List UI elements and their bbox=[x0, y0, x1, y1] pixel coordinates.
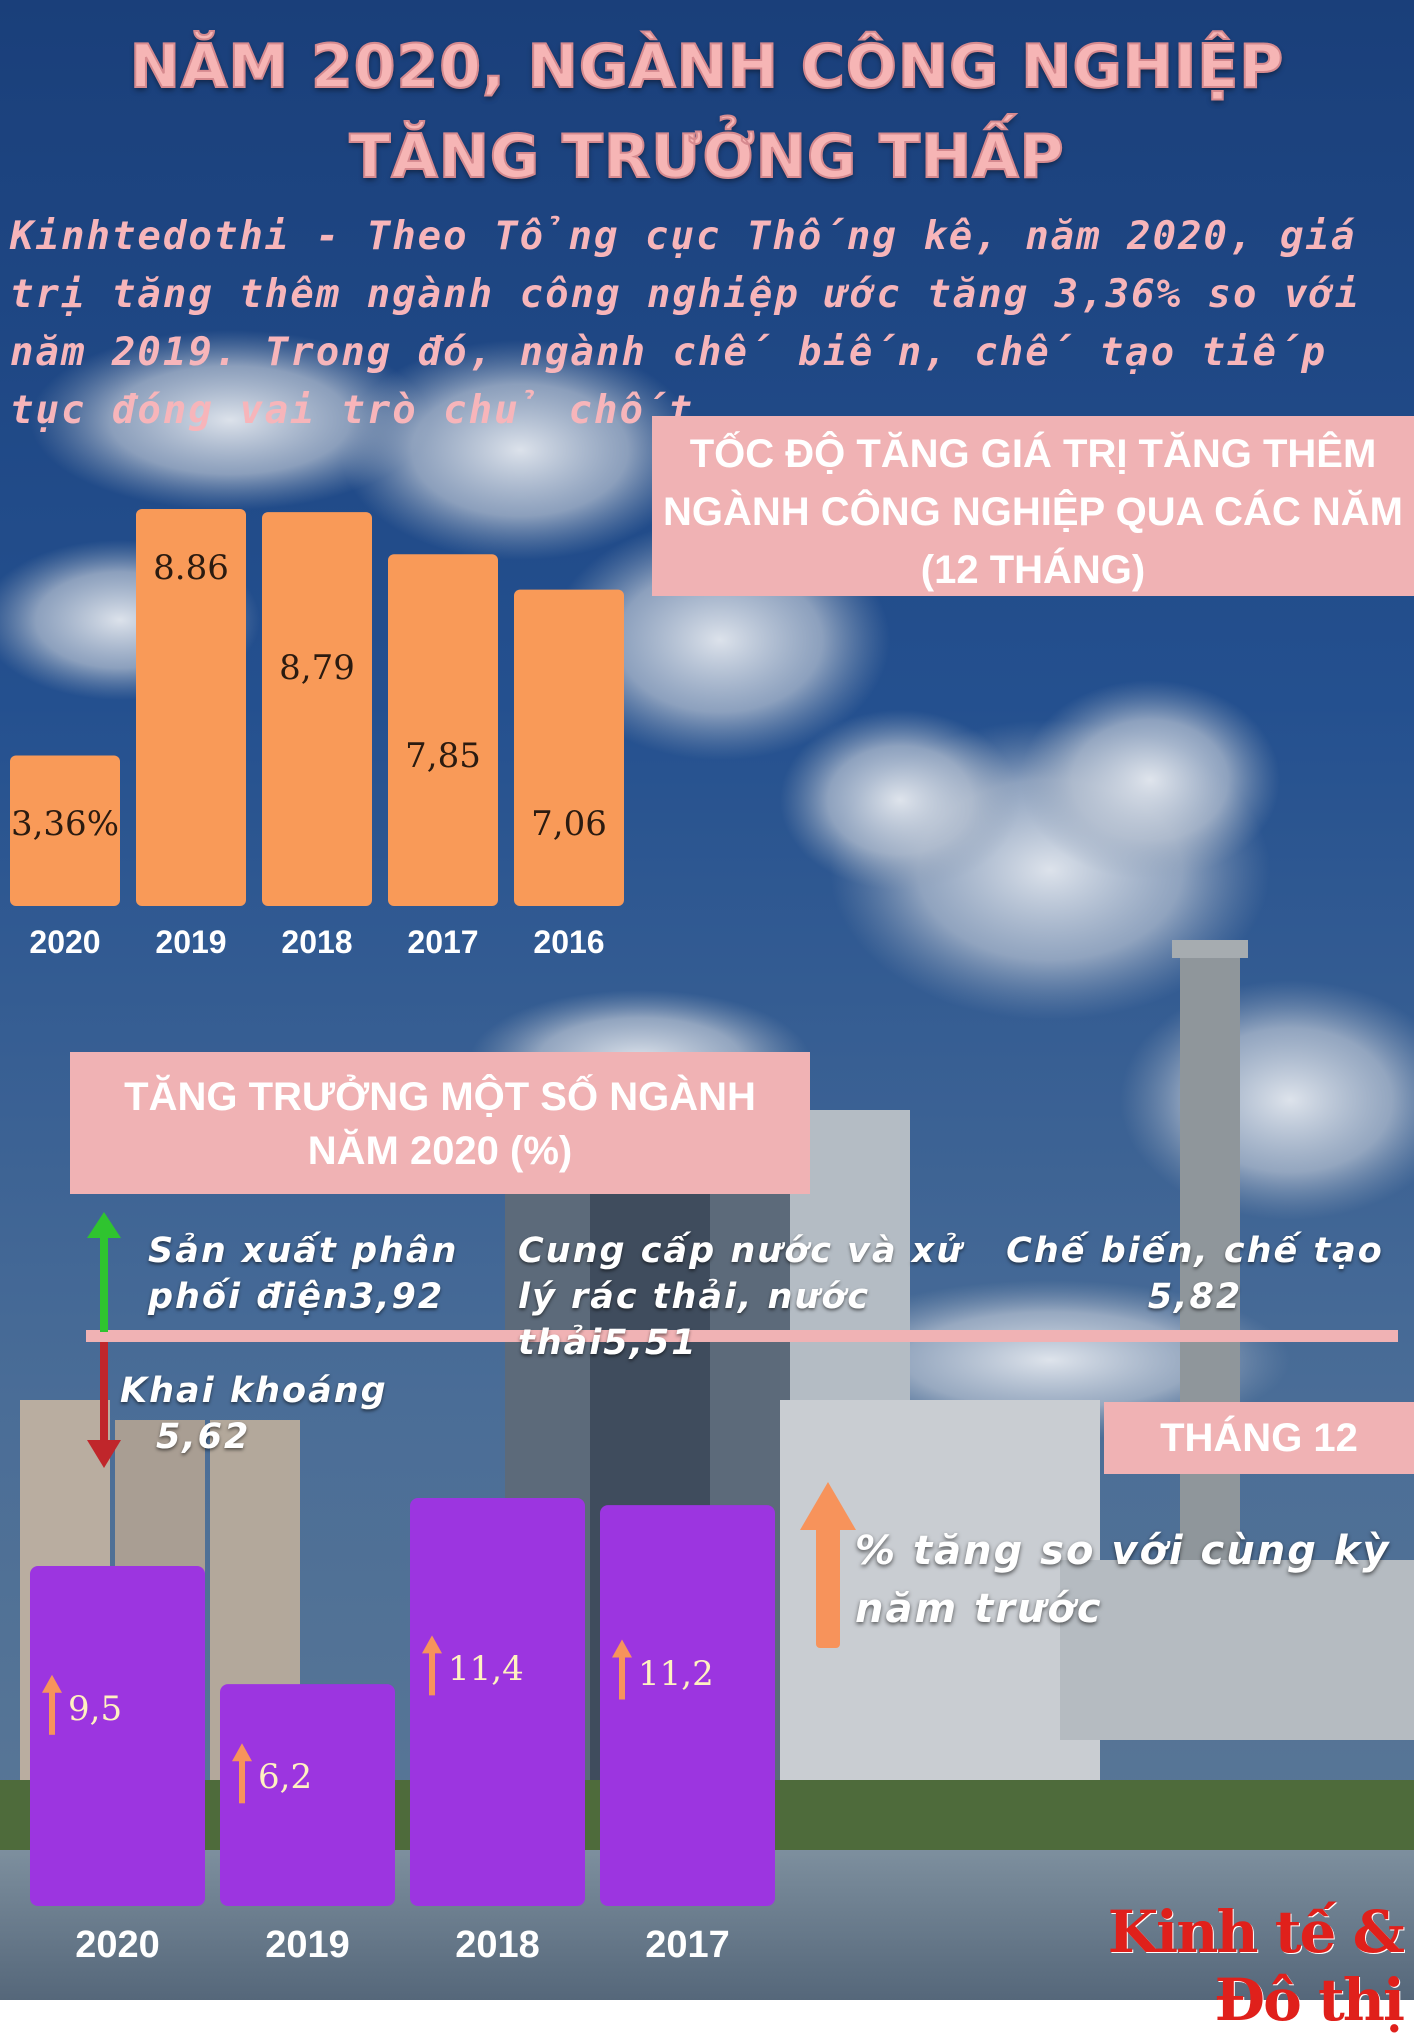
chart2-title-line: NĂM 2020 (%) bbox=[307, 1129, 573, 1173]
chart3-note-line: năm trước bbox=[855, 1586, 1103, 1632]
annual-growth-bar bbox=[388, 554, 498, 906]
annual-growth-value-label: 8,79 bbox=[279, 648, 355, 688]
industry-label-line: Khai khoáng bbox=[120, 1371, 388, 1411]
industry-manufacturing: Chế biến, chế tạo 5,82 bbox=[1000, 1228, 1390, 1320]
industry-label-line: Cung cấp nước và xử bbox=[518, 1231, 964, 1271]
chart1-title-box: TỐC ĐỘ TĂNG GIÁ TRỊ TĂNG THÊM NGÀNH CÔNG… bbox=[652, 416, 1414, 596]
december-growth-value-label: 11,2 bbox=[638, 1653, 714, 1694]
december-growth-bar bbox=[30, 1566, 205, 1906]
chart2-title-line: TĂNG TRƯỞNG MỘT SỐ NGÀNH bbox=[124, 1075, 756, 1119]
chart3-title-box: THÁNG 12 bbox=[1104, 1402, 1414, 1474]
industry-label-line: phối điện3,92 bbox=[148, 1277, 445, 1317]
down-arrow-icon bbox=[87, 1342, 121, 1468]
intro-paragraph: Kinhtedothi - Theo Tổng cục Thống kê, nă… bbox=[10, 214, 1361, 433]
chart1-title-line: NGÀNH CÔNG NGHIỆP QUA CÁC NĂM bbox=[662, 490, 1404, 534]
industry-electricity: Sản xuất phân phối điện3,92 bbox=[148, 1228, 478, 1320]
december-growth-bar bbox=[600, 1505, 775, 1906]
industry-label-line: Sản xuất phân bbox=[148, 1231, 459, 1271]
industry-label-line: 5,82 bbox=[1147, 1277, 1243, 1317]
up-arrow-icon bbox=[422, 1635, 442, 1696]
industry-water: Cung cấp nước và xử lý rác thải, nước th… bbox=[518, 1228, 1018, 1366]
industry-mining: Khai khoáng 5,62 bbox=[120, 1368, 420, 1460]
annual-growth-bar bbox=[136, 509, 246, 906]
brand-logo: Kinh tế & Đô thị bbox=[1107, 1898, 1405, 2034]
chart2-title-box: TĂNG TRƯỞNG MỘT SỐ NGÀNH NĂM 2020 (%) bbox=[70, 1052, 810, 1194]
up-arrow-icon bbox=[87, 1212, 121, 1332]
title-line-1: NĂM 2020, NGÀNH CÔNG NGHIỆP bbox=[129, 31, 1285, 103]
industry-label-line: lý rác thải, nước thải5,51 bbox=[518, 1277, 871, 1363]
annual-growth-bar bbox=[514, 589, 624, 906]
chart3-note-line: % tăng so với cùng kỳ bbox=[855, 1528, 1391, 1574]
december-growth-value-label: 11,4 bbox=[448, 1649, 524, 1690]
annual-growth-value-label: 7,85 bbox=[405, 736, 481, 776]
annual-growth-year-label: 2020 bbox=[29, 924, 101, 960]
chart1-title-line: TỐC ĐỘ TĂNG GIÁ TRỊ TĂNG THÊM bbox=[689, 432, 1377, 476]
december-growth-year-label: 2017 bbox=[645, 1924, 730, 1966]
annual-growth-year-label: 2016 bbox=[533, 924, 605, 960]
annual-growth-year-label: 2018 bbox=[281, 924, 353, 960]
chart1-title-line: (12 THÁNG) bbox=[920, 548, 1146, 592]
december-growth-value-label: 6,2 bbox=[258, 1757, 313, 1798]
december-growth-year-label: 2018 bbox=[455, 1924, 540, 1966]
industry-label-line: 5,62 bbox=[156, 1417, 251, 1457]
annual-growth-year-label: 2019 bbox=[155, 924, 227, 960]
annual-growth-bar bbox=[10, 755, 120, 906]
december-growth-value-label: 9,5 bbox=[68, 1688, 123, 1729]
industry-label-line: Chế biến, chế tạo bbox=[1006, 1231, 1384, 1271]
annual-growth-value-label: 3,36% bbox=[10, 804, 119, 844]
up-arrow-icon bbox=[232, 1743, 252, 1804]
up-arrow-icon bbox=[42, 1674, 62, 1735]
title-line-2: TĂNG TRƯỞNG THẤP bbox=[348, 121, 1065, 193]
annual-growth-value-label: 8.86 bbox=[153, 548, 229, 588]
annual-growth-year-label: 2017 bbox=[407, 924, 479, 960]
large-up-arrow-icon bbox=[800, 1482, 856, 1648]
december-growth-year-label: 2020 bbox=[75, 1924, 160, 1966]
december-growth-bar bbox=[410, 1498, 585, 1906]
december-growth-bar bbox=[220, 1684, 395, 1906]
chart3-note: % tăng so với cùng kỳ năm trước bbox=[855, 1522, 1414, 1638]
divider-line bbox=[86, 1330, 1398, 1342]
december-growth-year-label: 2019 bbox=[265, 1924, 350, 1966]
annual-growth-bar bbox=[262, 512, 372, 906]
annual-growth-value-label: 7,06 bbox=[531, 804, 607, 844]
up-arrow-icon bbox=[612, 1639, 632, 1700]
